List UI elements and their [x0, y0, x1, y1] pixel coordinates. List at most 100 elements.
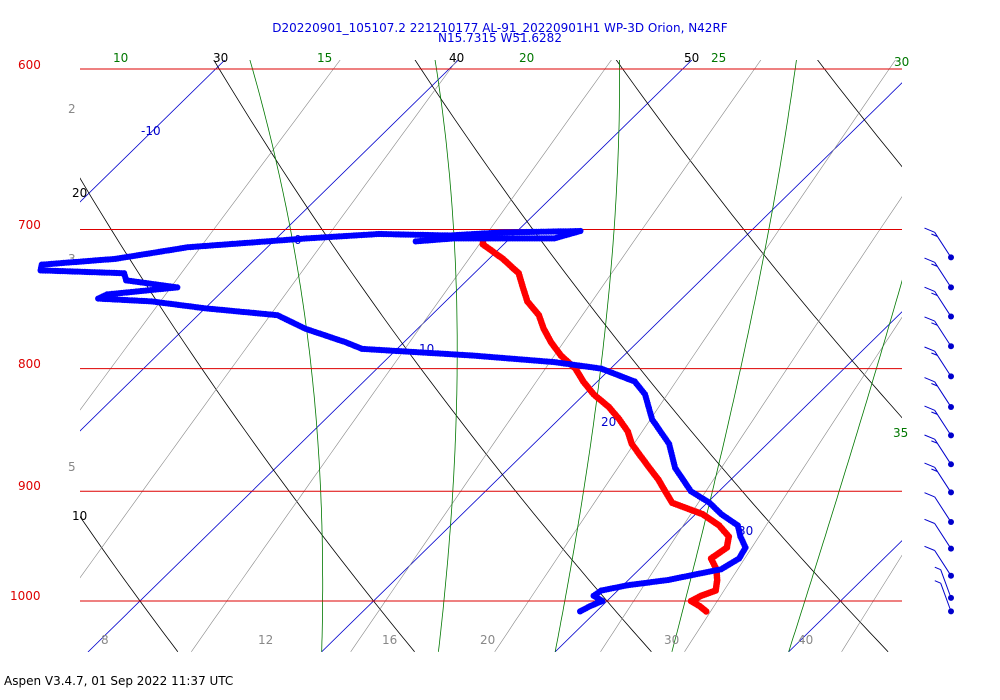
- moist-adiabat-label: 10: [113, 51, 128, 65]
- wind-barb: [924, 545, 954, 579]
- wind-barb-flag: [931, 440, 938, 444]
- mixing-ratio-line: [684, 316, 902, 652]
- moist-adiabat-line: [249, 60, 324, 652]
- wind-barb: [924, 316, 954, 350]
- mixing-ratio-line: [350, 60, 762, 652]
- wind-barb-flag: [924, 286, 935, 292]
- wind-barb-flag: [924, 545, 935, 551]
- dry-adiabat-line: [213, 60, 652, 652]
- moist-adiabat-line: [788, 279, 902, 652]
- wind-barb-flag: [924, 405, 935, 411]
- pressure-label: 700: [18, 218, 41, 232]
- dry-adiabat-line: [80, 177, 415, 652]
- wind-barb-flag: [931, 233, 938, 237]
- moist-adiabat-label: 15: [317, 51, 332, 65]
- isobars: [80, 68, 902, 602]
- dry-adiabat-line: [615, 60, 902, 419]
- wind-barb-staff: [934, 381, 952, 408]
- grid-lines: [80, 0, 1000, 652]
- dewpoint-point: [412, 238, 419, 245]
- wind-barb-staff: [934, 467, 952, 493]
- wind-barb-staff: [934, 438, 952, 465]
- mixing-ratio-line: [841, 554, 902, 652]
- mixing-ratio-label: 40: [798, 633, 813, 647]
- moist-adiabat-line: [434, 60, 458, 652]
- wind-barb-flag: [931, 383, 938, 387]
- mixing-ratio-label: 30: [664, 633, 679, 647]
- wind-barb-flag: [924, 346, 935, 352]
- wind-barb-flag: [924, 518, 935, 524]
- wind-barb: [934, 566, 954, 601]
- mixing-ratio-line: [191, 60, 612, 652]
- wind-barbs: [924, 227, 954, 615]
- wind-barb-flag: [931, 468, 938, 472]
- wind-barb-staff: [934, 523, 952, 549]
- moist-adiabat-label: 25: [711, 51, 726, 65]
- mixing-ratio-line: [80, 60, 458, 579]
- wind-barb: [924, 377, 954, 410]
- wind-barb-flag: [924, 377, 935, 383]
- pressure-label: 600: [18, 58, 41, 72]
- sounding-traces: [37, 227, 749, 615]
- wind-barb: [924, 286, 954, 320]
- axis-labels: 6007008009001000-10010203030405020101015…: [10, 51, 909, 647]
- wind-barb-staff: [934, 262, 952, 288]
- isotherm-line: [554, 311, 902, 652]
- mixing-ratio-label: 5: [68, 460, 76, 474]
- wind-barb-flag: [931, 322, 938, 326]
- pressure-label: 1000: [10, 589, 41, 603]
- mixing-ratio-label: 16: [382, 633, 397, 647]
- wind-barb: [924, 257, 954, 291]
- wind-barb-flag: [931, 292, 938, 297]
- wind-barb: [924, 405, 954, 439]
- wind-barb: [924, 492, 954, 526]
- dry-adiabat-line: [414, 60, 889, 652]
- dry-adiabat-line: [817, 60, 902, 168]
- dry-adiabat-label: 20: [72, 186, 87, 200]
- mixing-ratio-label: 8: [101, 633, 109, 647]
- wind-barb-staff: [934, 496, 952, 523]
- wind-barb-flag: [934, 566, 941, 571]
- mixing-ratio-label: 3: [68, 252, 76, 266]
- isotherm-line: [788, 540, 902, 652]
- wind-barb: [924, 462, 954, 496]
- mixing-ratio-label: 20: [480, 633, 495, 647]
- wind-barb: [924, 434, 954, 468]
- isotherm-line: [80, 60, 459, 432]
- dry-adiabat-label: 40: [449, 51, 464, 65]
- dry-adiabat-line: [968, 0, 1000, 652]
- wind-barb: [934, 580, 954, 615]
- pressure-label: 800: [18, 357, 41, 371]
- isotherm-label: 20: [601, 415, 616, 429]
- dry-adiabat-label: 30: [213, 51, 228, 65]
- wind-barb-flag: [924, 316, 935, 322]
- wind-barb-flag: [924, 257, 935, 263]
- isotherm-line: [87, 60, 693, 652]
- isotherm-line: [321, 82, 902, 652]
- wind-barb-flag: [924, 492, 935, 498]
- mixing-ratio-label: 2: [68, 102, 76, 116]
- wind-barb: [924, 518, 954, 552]
- chart-title: D20220901_105107.2 221210177 AL-91_20220…: [272, 21, 728, 35]
- wind-barb-staff: [934, 550, 952, 576]
- mixing-ratio-line: [494, 60, 896, 652]
- wind-barb-staff: [934, 320, 952, 347]
- dry-adiabat-line: [80, 515, 179, 652]
- pressure-label: 900: [18, 479, 41, 493]
- wind-barb-flag: [931, 411, 938, 415]
- wind-barb-staff: [940, 583, 952, 612]
- wind-barb-flag: [934, 580, 941, 584]
- moist-adiabat-label: 35: [893, 426, 908, 440]
- footer-text: Aspen V3.4.7, 01 Sep 2022 11:37 UTC: [4, 674, 234, 688]
- dry-adiabat-label: 50: [684, 51, 699, 65]
- moist-adiabat-line: [671, 60, 797, 652]
- wind-barb: [924, 346, 954, 380]
- moist-adiabat-label: 20: [519, 51, 534, 65]
- mixing-ratio-label: 12: [258, 633, 273, 647]
- isotherm-line: [80, 60, 226, 203]
- wind-barb-staff: [934, 410, 952, 436]
- wind-barb-staff: [934, 232, 952, 258]
- mixing-ratio-line: [956, 0, 1000, 652]
- wind-barb-staff: [934, 291, 952, 317]
